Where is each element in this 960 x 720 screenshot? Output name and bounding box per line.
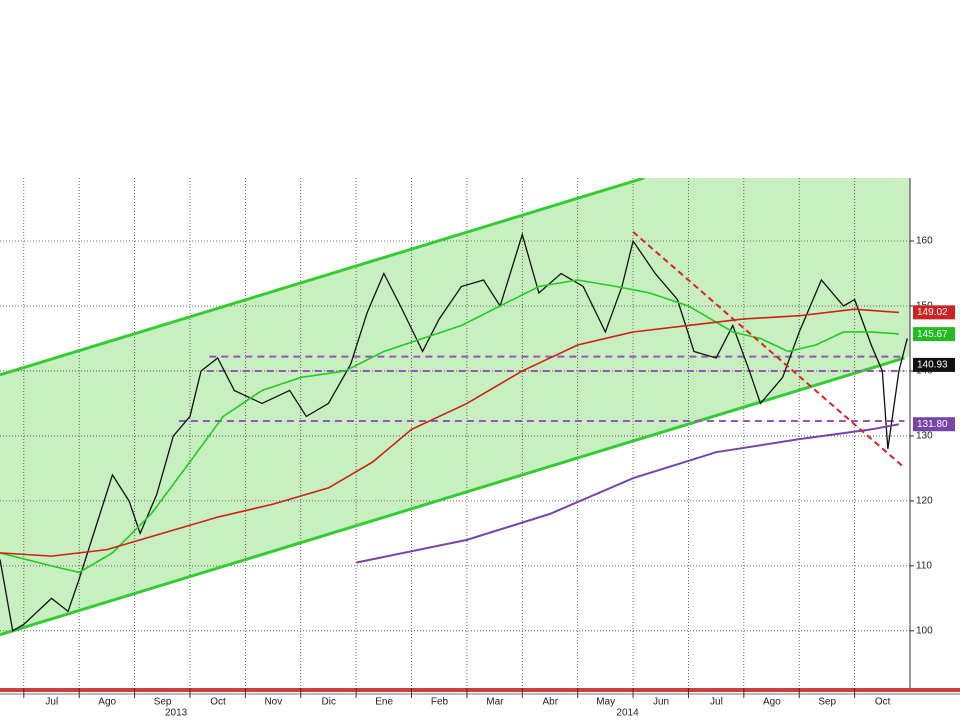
y-tick-label: 110 — [916, 561, 932, 572]
y-tick-label: 120 — [916, 496, 933, 507]
series-line — [0, 279, 899, 574]
x-tick-label: Oct — [210, 697, 226, 708]
price-tag — [913, 417, 955, 432]
x-tick-label: Oct — [875, 697, 891, 708]
price-tag — [913, 305, 955, 320]
y-tick-label: 100 — [916, 625, 933, 636]
x-tick-label: Sep — [818, 697, 836, 708]
x-tick-label: Abr — [543, 697, 559, 708]
price-tag-label: 140.93 — [917, 360, 948, 371]
channel-fill — [0, 178, 910, 635]
year-label: 2014 — [616, 708, 639, 719]
x-tick-label: Ene — [375, 697, 393, 708]
x-tick-label: Mar — [486, 697, 504, 708]
x-tick-label: May — [596, 697, 615, 708]
price-tag-label: 149.02 — [917, 307, 948, 318]
bottom-band — [0, 688, 960, 692]
price-tag — [913, 357, 955, 372]
price-tag-label: 145.67 — [917, 329, 948, 340]
x-tick-label: Dic — [322, 697, 336, 708]
price-tag-label: 131.80 — [917, 419, 948, 430]
price-tag — [913, 327, 955, 342]
plot-area — [0, 178, 910, 688]
year-label: 2013 — [165, 708, 188, 719]
channel-line — [0, 356, 905, 637]
channel-line — [0, 178, 645, 377]
x-tick-label: Jun — [653, 697, 669, 708]
series-line — [355, 423, 900, 564]
x-tick-label: Feb — [431, 697, 449, 708]
x-tick-label: Jul — [45, 697, 58, 708]
x-tick-label: Nov — [264, 697, 282, 708]
y-tick-label: 130 — [916, 431, 933, 442]
x-tick-label: Ago — [763, 697, 781, 708]
x-tick-label: Sep — [154, 697, 172, 708]
series-line — [0, 232, 908, 632]
x-tick-label: Jul — [710, 697, 723, 708]
y-tick-label: 160 — [916, 236, 933, 247]
x-tick-label: Ago — [98, 697, 116, 708]
series-line — [0, 308, 899, 557]
